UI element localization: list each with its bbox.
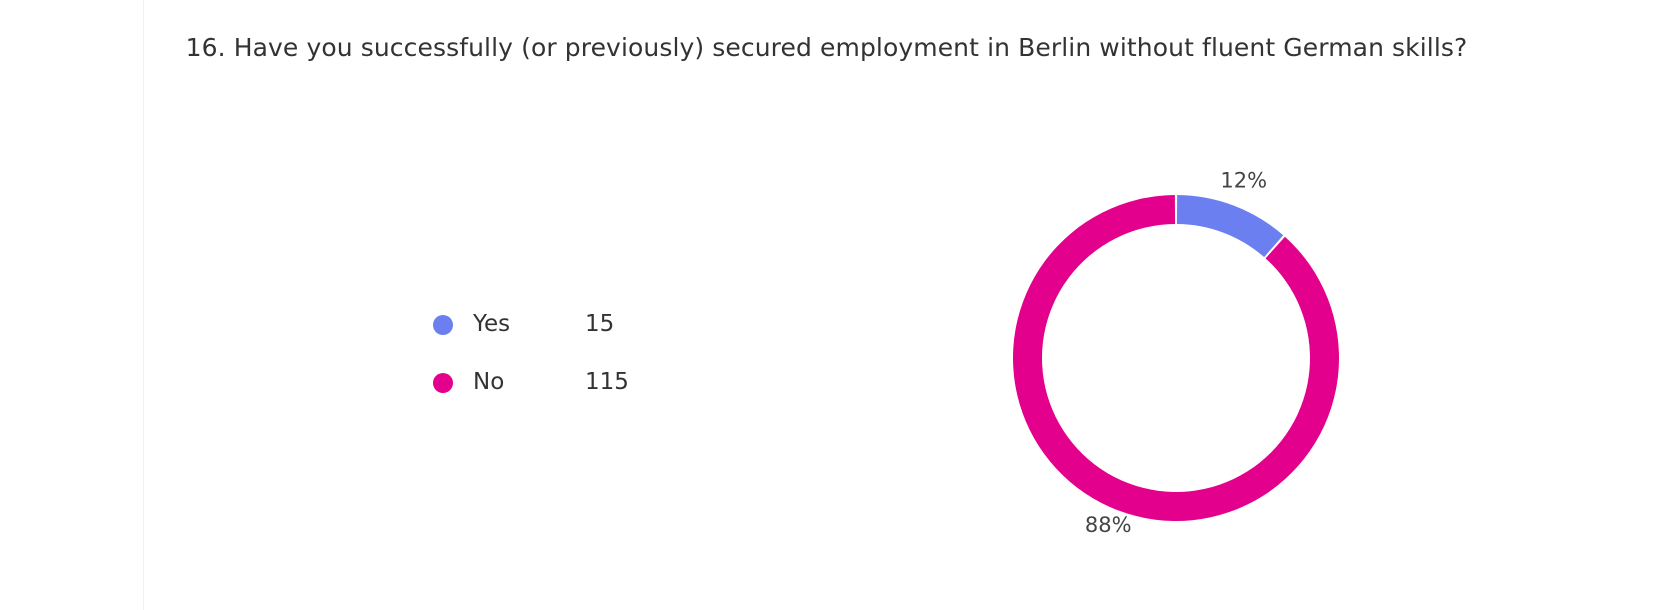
legend-label-yes: Yes (473, 311, 511, 337)
donut-slice-no (1012, 195, 1339, 521)
legend-marker-no (433, 373, 453, 393)
legend-count-no: 115 (585, 369, 629, 395)
legend-count-yes: 15 (585, 311, 615, 337)
question-title: 16. Have you successfully (or previously… (185, 33, 1468, 62)
question-card (144, 0, 1653, 610)
legend-label-no: No (473, 369, 505, 395)
donut-slice-yes (1176, 195, 1284, 258)
legend-marker-yes (433, 315, 453, 335)
percent-label-no: 88% (1085, 513, 1132, 537)
percent-label-yes: 12% (1220, 169, 1267, 193)
